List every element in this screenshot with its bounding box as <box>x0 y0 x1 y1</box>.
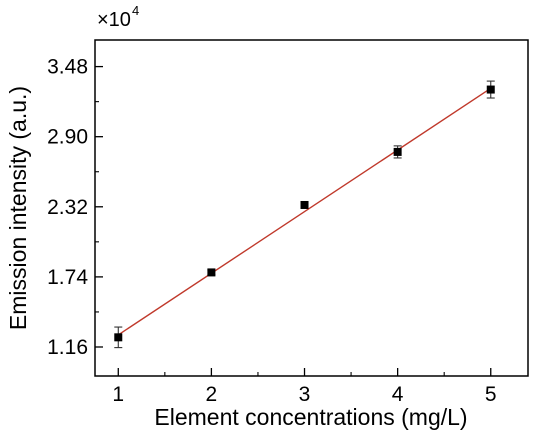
data-point <box>300 200 309 209</box>
fit-line <box>117 87 492 336</box>
x-axis-title: Element concentrations (mg/L) <box>154 404 467 430</box>
y-tick-label: 2.90 <box>47 126 88 149</box>
x-tick-label: 5 <box>485 383 497 406</box>
ticks-layer: 1 2 3 4 5 1.16 1.74 2.32 2.90 3.48 <box>47 56 496 406</box>
data-point <box>393 147 402 156</box>
x-tick-label: 4 <box>392 383 404 406</box>
data-point <box>114 333 123 342</box>
plot-frame <box>94 39 529 377</box>
x-tick-label: 3 <box>299 383 311 406</box>
y-tick-label: 1.16 <box>47 336 88 359</box>
y-axis-multiplier: ×10 4 <box>97 3 139 31</box>
fit-layer <box>117 87 492 336</box>
data-point <box>207 268 216 277</box>
y-tick-label: 1.74 <box>47 266 88 289</box>
x-tick-label: 2 <box>206 383 218 406</box>
data-point <box>486 85 495 94</box>
x-tick-label: 1 <box>112 383 124 406</box>
y-multiplier-exponent: 4 <box>132 3 139 18</box>
points-layer <box>114 80 495 349</box>
y-axis-title: Emission intensity (a.u.) <box>5 86 31 330</box>
y-tick-label: 3.48 <box>47 56 88 79</box>
y-multiplier-base: ×10 <box>97 9 131 31</box>
y-tick-label: 2.32 <box>47 196 88 219</box>
